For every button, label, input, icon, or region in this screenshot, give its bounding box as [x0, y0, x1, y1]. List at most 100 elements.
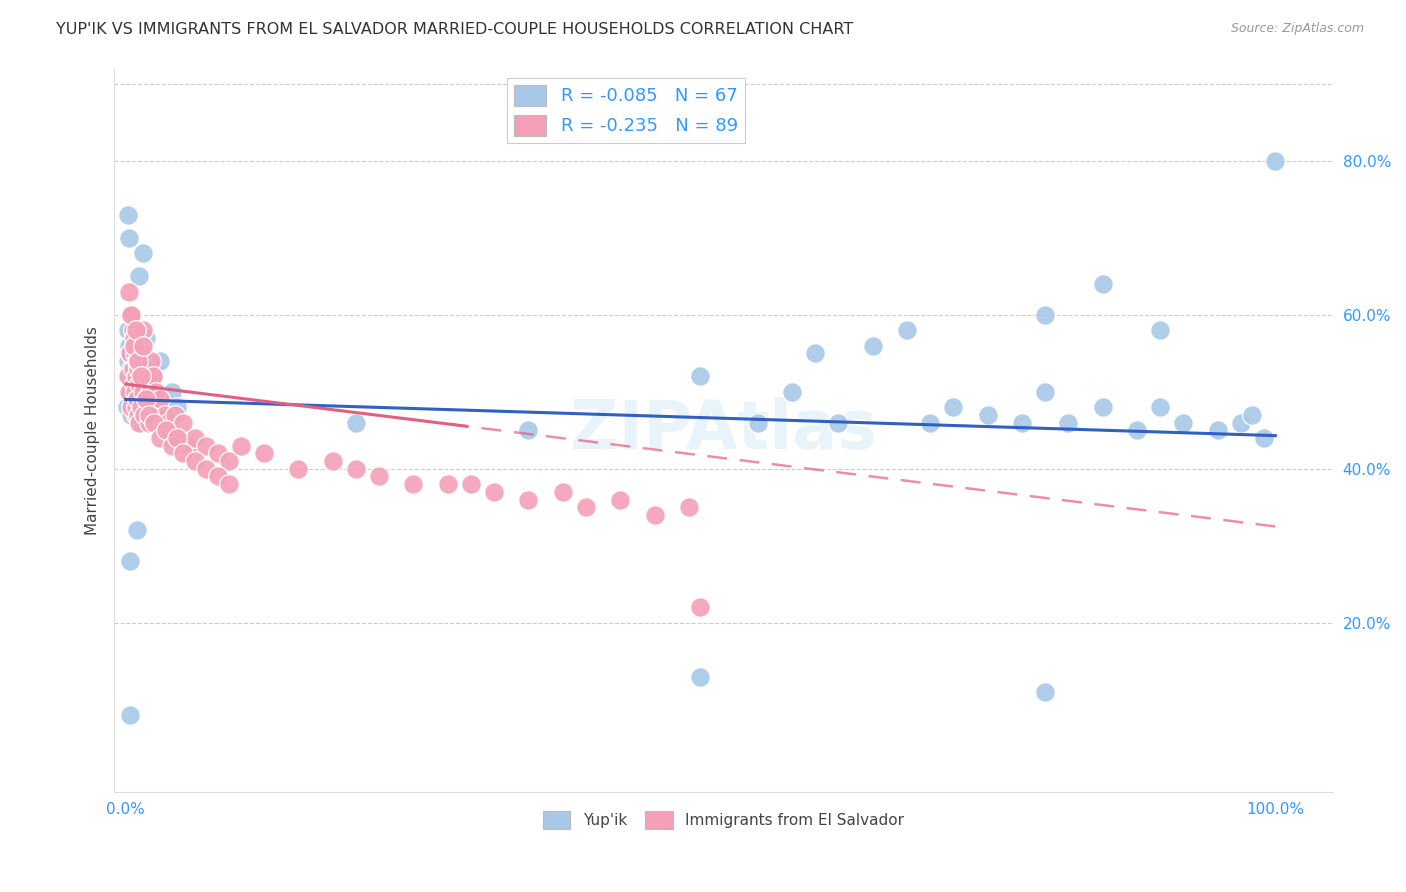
Point	[166, 431, 188, 445]
Point	[118, 338, 141, 352]
Point	[287, 461, 309, 475]
Point	[122, 331, 145, 345]
Point	[782, 384, 804, 399]
Point	[117, 323, 139, 337]
Point	[1264, 153, 1286, 168]
Point	[574, 500, 596, 515]
Point	[143, 408, 166, 422]
Point	[128, 416, 150, 430]
Point	[120, 708, 142, 723]
Point	[1206, 423, 1229, 437]
Point	[122, 338, 145, 352]
Point	[138, 416, 160, 430]
Point	[139, 384, 162, 399]
Point	[120, 400, 142, 414]
Point	[1126, 423, 1149, 437]
Point	[183, 454, 205, 468]
Point	[128, 400, 150, 414]
Point	[172, 416, 194, 430]
Point	[149, 392, 172, 407]
Point	[149, 354, 172, 368]
Point	[517, 423, 540, 437]
Point	[153, 408, 176, 422]
Point	[131, 346, 153, 360]
Point	[155, 416, 177, 430]
Point	[896, 323, 918, 337]
Point	[143, 416, 166, 430]
Point	[139, 400, 162, 414]
Point	[118, 384, 141, 399]
Point	[132, 246, 155, 260]
Point	[120, 308, 142, 322]
Point	[1035, 384, 1057, 399]
Point	[127, 392, 149, 407]
Point	[460, 477, 482, 491]
Point	[127, 354, 149, 368]
Point	[157, 416, 180, 430]
Point	[129, 369, 152, 384]
Point	[166, 400, 188, 414]
Point	[148, 408, 170, 422]
Point	[145, 384, 167, 399]
Point	[132, 408, 155, 422]
Point	[482, 484, 505, 499]
Point	[1149, 400, 1171, 414]
Point	[747, 416, 769, 430]
Legend: Yup'ik, Immigrants from El Salvador: Yup'ik, Immigrants from El Salvador	[537, 805, 910, 835]
Point	[120, 346, 142, 360]
Point	[942, 400, 965, 414]
Point	[402, 477, 425, 491]
Point	[141, 400, 163, 414]
Point	[125, 408, 148, 422]
Point	[207, 469, 229, 483]
Point	[121, 369, 143, 384]
Point	[142, 369, 165, 384]
Point	[183, 431, 205, 445]
Point	[120, 408, 142, 422]
Point	[120, 308, 142, 322]
Point	[132, 338, 155, 352]
Point	[143, 369, 166, 384]
Point	[146, 400, 169, 414]
Point	[121, 361, 143, 376]
Point	[138, 361, 160, 376]
Point	[551, 484, 574, 499]
Point	[124, 384, 146, 399]
Point	[172, 446, 194, 460]
Point	[117, 354, 139, 368]
Point	[1011, 416, 1033, 430]
Point	[127, 523, 149, 537]
Point	[689, 369, 711, 384]
Point	[920, 416, 942, 430]
Point	[118, 285, 141, 299]
Point	[145, 416, 167, 430]
Point	[344, 461, 367, 475]
Point	[135, 392, 157, 407]
Point	[122, 377, 145, 392]
Text: YUP'IK VS IMMIGRANTS FROM EL SALVADOR MARRIED-COUPLE HOUSEHOLDS CORRELATION CHAR: YUP'IK VS IMMIGRANTS FROM EL SALVADOR MA…	[56, 22, 853, 37]
Point	[121, 400, 143, 414]
Point	[609, 492, 631, 507]
Point	[125, 323, 148, 337]
Point	[165, 408, 187, 422]
Point	[1091, 277, 1114, 291]
Point	[195, 439, 218, 453]
Point	[125, 400, 148, 414]
Point	[229, 439, 252, 453]
Point	[644, 508, 666, 522]
Point	[253, 446, 276, 460]
Point	[1035, 685, 1057, 699]
Point	[120, 554, 142, 568]
Point	[118, 369, 141, 384]
Point	[135, 331, 157, 345]
Point	[128, 377, 150, 392]
Point	[132, 384, 155, 399]
Point	[129, 346, 152, 360]
Point	[115, 400, 138, 414]
Point	[120, 346, 142, 360]
Text: ZIPAtlas: ZIPAtlas	[569, 397, 877, 463]
Point	[862, 338, 884, 352]
Point	[1057, 416, 1080, 430]
Point	[155, 423, 177, 437]
Point	[160, 439, 183, 453]
